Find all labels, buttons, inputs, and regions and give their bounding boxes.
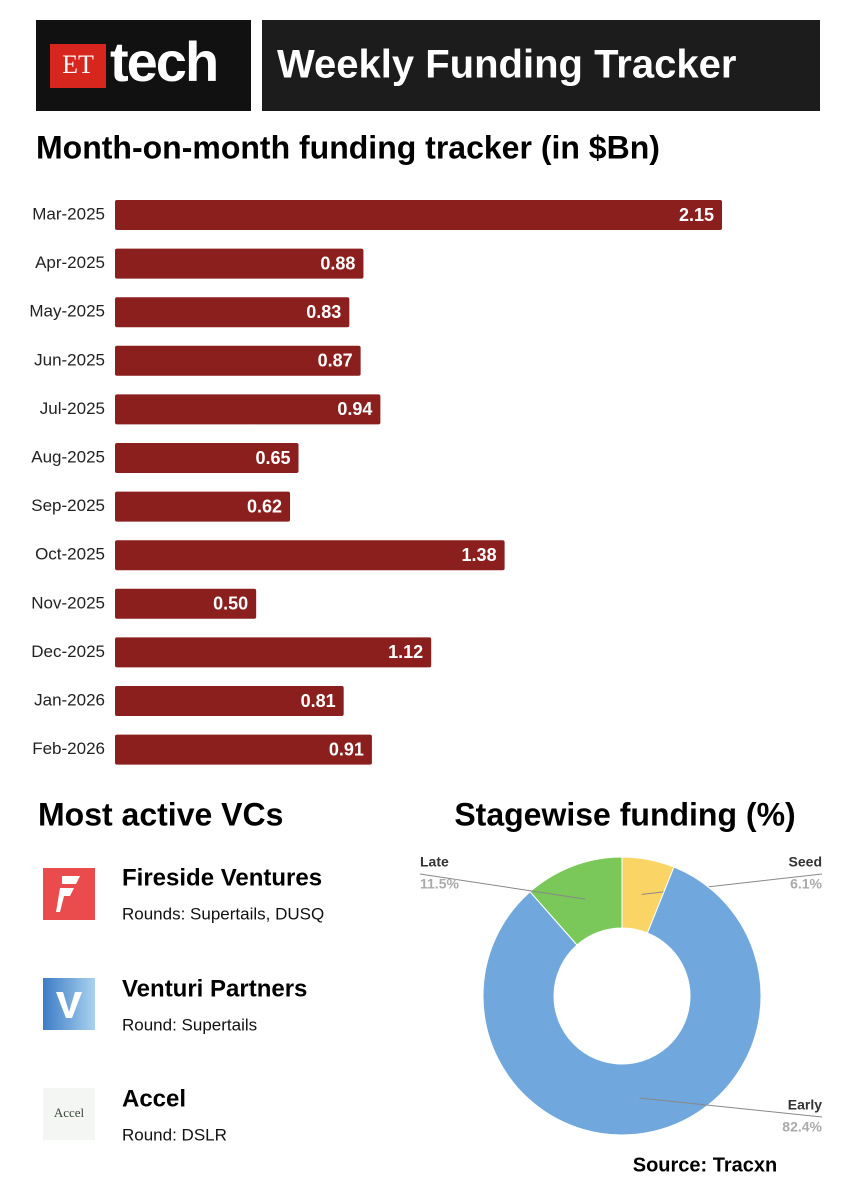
pie-label: Late — [420, 854, 449, 870]
value-label: 0.88 — [320, 253, 355, 273]
bar — [115, 200, 722, 230]
y-tick-label: Apr-2025 — [35, 253, 105, 272]
bar — [115, 248, 364, 279]
vc-name: Accel — [122, 1085, 186, 1112]
vc-name: Fireside Ventures — [122, 864, 322, 891]
y-tick-label: Dec-2025 — [31, 642, 105, 661]
vc-name: Venturi Partners — [122, 975, 307, 1002]
logo-bg — [43, 978, 95, 1030]
pie-value-label: 82.4% — [782, 1119, 822, 1135]
venturi-logo — [43, 978, 95, 1030]
bar — [115, 588, 257, 619]
vc-rounds: Round: Supertails — [122, 1015, 257, 1034]
bar — [115, 734, 372, 765]
value-label: 0.83 — [306, 302, 341, 322]
accel-logo-text: Accel — [54, 1105, 85, 1120]
bar — [115, 637, 432, 668]
bar — [115, 540, 505, 571]
leader-line — [419, 873, 586, 900]
y-tick-label: Oct-2025 — [35, 545, 105, 564]
vcs-title: Most active VCs — [38, 796, 283, 832]
pie-value-label: 6.1% — [790, 876, 822, 892]
pie-slice — [529, 856, 623, 946]
value-label: 0.94 — [337, 399, 372, 419]
leader-line — [639, 1097, 823, 1118]
bar — [115, 297, 350, 328]
y-tick-label: May-2025 — [29, 302, 105, 321]
y-tick-label: Feb-2026 — [32, 739, 105, 758]
bar — [115, 491, 291, 522]
bar — [115, 686, 344, 716]
value-label: 0.91 — [329, 739, 364, 759]
accel-logo — [43, 1088, 95, 1140]
value-label: 0.81 — [301, 691, 336, 711]
pie-label: Early — [788, 1097, 822, 1113]
value-label: 1.12 — [388, 642, 423, 662]
y-tick-label: Aug-2025 — [31, 447, 105, 466]
logo-shape — [56, 876, 80, 912]
y-tick-label: Nov-2025 — [31, 593, 105, 612]
value-label: 0.87 — [318, 351, 353, 371]
source: Source: Tracxn — [633, 1154, 778, 1176]
bar — [115, 345, 361, 376]
y-tick-label: Mar-2025 — [32, 204, 105, 223]
bar — [115, 394, 381, 425]
y-tick-label: Jul-2025 — [40, 399, 105, 418]
header-bar — [262, 20, 820, 111]
logo-et-box — [50, 44, 106, 88]
vc-rounds: Rounds: Supertails, DUSQ — [122, 904, 324, 923]
pie-chart-title: Stagewise funding (%) — [454, 796, 795, 832]
value-label: 1.38 — [462, 545, 497, 565]
header-title: Weekly Funding Tracker — [277, 43, 736, 87]
value-label: 0.50 — [213, 594, 248, 614]
fireside-logo — [43, 868, 95, 920]
logo-shape — [56, 992, 82, 1018]
logo-tech: tech — [110, 30, 217, 93]
y-tick-label: Jan-2026 — [34, 690, 105, 709]
bar-chart-title: Month-on-month funding tracker (in $Bn) — [36, 129, 660, 165]
value-label: 0.62 — [247, 496, 282, 516]
vc-rounds: Round: DSLR — [122, 1125, 227, 1144]
y-tick-label: Jun-2025 — [34, 350, 105, 369]
value-label: 0.65 — [255, 448, 290, 468]
pie-slice — [482, 866, 762, 1136]
y-tick-label: Sep-2025 — [31, 496, 105, 515]
logo-et: ET — [62, 50, 94, 79]
pie-value-label: 11.5% — [420, 876, 459, 892]
pie-label: Seed — [789, 854, 822, 870]
bar — [115, 443, 299, 473]
value-label: 2.15 — [679, 205, 714, 225]
